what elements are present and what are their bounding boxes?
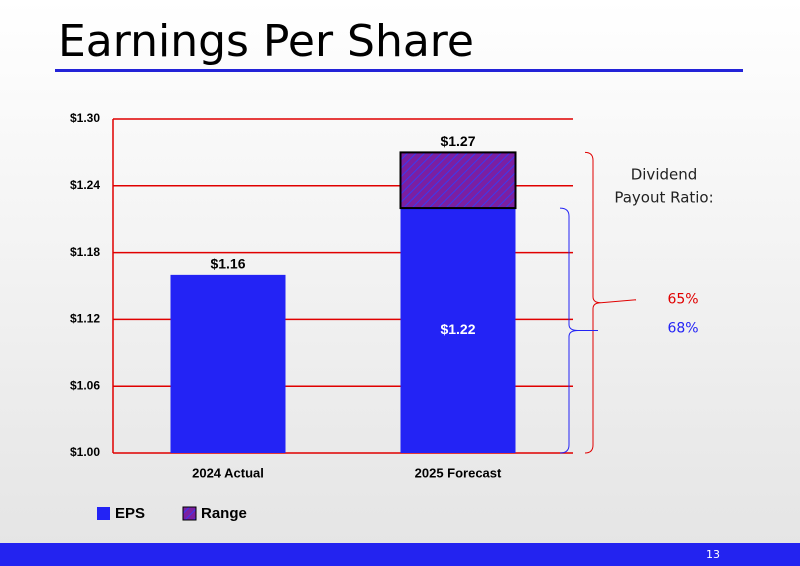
total-label: $1.27	[440, 133, 475, 149]
range-bar	[399, 151, 517, 210]
y-tick-label: $1.06	[70, 378, 100, 392]
y-tick-label: $1.24	[70, 178, 100, 192]
y-tick-label: $1.00	[70, 445, 100, 459]
payout-value: 65%	[667, 292, 698, 308]
legend-label: Range	[201, 505, 247, 522]
bar	[400, 208, 516, 453]
value-label: $1.22	[440, 321, 475, 337]
y-tick-label: $1.12	[70, 312, 100, 326]
brace-pointer	[600, 299, 637, 304]
payout-title: Payout Ratio:	[614, 189, 713, 207]
footer-bar	[0, 543, 800, 566]
legend-swatch	[97, 507, 110, 520]
y-tick-label: $1.30	[70, 111, 100, 125]
slide-title: Earnings Per Share	[58, 16, 474, 67]
legend-label: EPS	[115, 505, 145, 522]
page-number: 13	[706, 548, 720, 561]
bar	[170, 274, 286, 453]
value-label: $1.16	[210, 256, 245, 272]
x-tick-label: 2024 Actual	[192, 465, 264, 480]
title-rule	[55, 69, 743, 72]
y-tick-label: $1.18	[70, 245, 100, 259]
x-tick-label: 2025 Forecast	[415, 465, 502, 480]
payout-title: Dividend	[631, 166, 698, 184]
payout-value: 68%	[667, 321, 698, 337]
legend-swatch	[182, 506, 197, 521]
